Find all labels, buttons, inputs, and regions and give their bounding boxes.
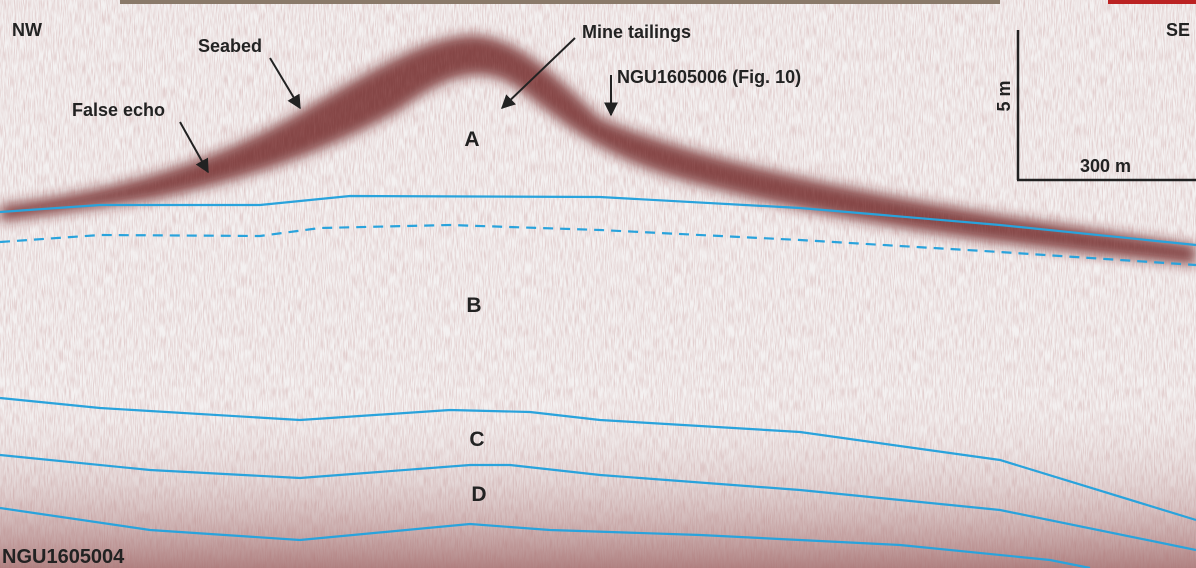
annotation: False echo	[72, 100, 165, 120]
unit-label: A	[464, 128, 479, 151]
annotation: NGU1605006 (Fig. 10)	[617, 67, 801, 87]
annotation: Seabed	[198, 36, 262, 56]
direction-label: NW	[12, 20, 42, 40]
unit-label: D	[471, 483, 486, 506]
page: NW SE Seabed False echo Mine tailings NG…	[0, 0, 1196, 568]
noise-overlay	[0, 0, 1196, 568]
seismic-profile: NW SE Seabed False echo Mine tailings NG…	[0, 0, 1196, 568]
unit-label: B	[466, 294, 481, 317]
unit-label: C	[469, 428, 484, 451]
direction-label: SE	[1166, 20, 1190, 40]
top-strip	[1108, 0, 1196, 4]
top-strip	[120, 0, 1000, 4]
annotation: Mine tailings	[582, 22, 691, 42]
scale-label: 5 m	[994, 80, 1014, 111]
scale-label: 300 m	[1080, 156, 1131, 176]
profile-label: NGU1605004	[2, 546, 125, 568]
